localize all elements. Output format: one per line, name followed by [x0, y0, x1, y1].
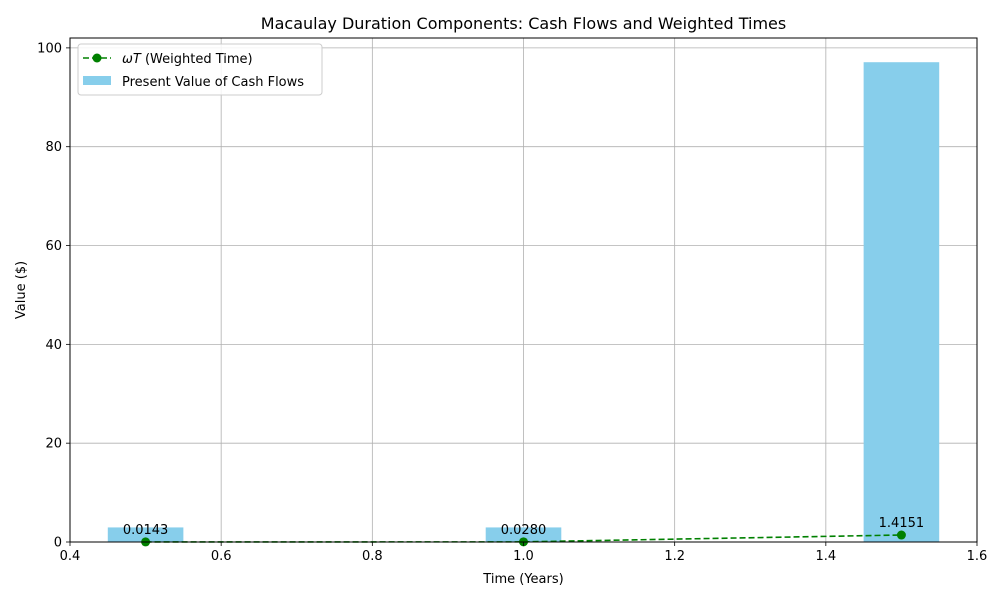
x-tick-label: 1.0	[513, 549, 534, 564]
weighted-time-value-label: 0.0143	[123, 523, 169, 538]
pv-bar	[485, 527, 562, 542]
x-axis-label: Time (Years)	[482, 572, 563, 587]
bars	[107, 62, 940, 543]
y-axis-label: Value ($)	[14, 261, 29, 319]
x-tick-label: 0.4	[60, 549, 81, 564]
weighted-time-point	[896, 530, 906, 540]
x-tick-label: 1.6	[967, 549, 988, 564]
y-tick-label: 0	[54, 536, 62, 551]
x-tick-label: 1.2	[664, 549, 685, 564]
y-tick-label: 20	[45, 437, 62, 452]
x-tick-label: 1.4	[815, 549, 836, 564]
pv-bar	[863, 62, 940, 543]
weighted-time-value-label: 1.4151	[879, 516, 925, 531]
x-tick-label: 0.6	[211, 549, 232, 564]
legend: ωT (Weighted Time) Present Value of Cash…	[77, 43, 323, 96]
legend-entry-weighted-time: ωT (Weighted Time)	[122, 52, 253, 67]
ticks: 0.4 0.6 0.8 1.0 1.2 1.4 1.6 0 20 40 60 80 100	[37, 41, 987, 564]
chart-title: Macaulay Duration Components: Cash Flows…	[261, 14, 786, 33]
legend-suffix: (Weighted Time)	[141, 52, 253, 67]
y-tick-label: 40	[45, 338, 62, 353]
x-tick-label: 0.8	[362, 549, 383, 564]
pv-bar	[107, 527, 184, 542]
legend-line-marker	[92, 53, 102, 63]
legend-bar-swatch	[83, 76, 111, 85]
legend-symbol: ωT	[122, 52, 142, 67]
legend-entry-present-value: Present Value of Cash Flows	[122, 75, 304, 90]
legend-box	[77, 43, 323, 96]
weighted-time-value-label: 0.0280	[501, 523, 547, 538]
y-tick-label: 80	[45, 140, 62, 155]
y-tick-label: 60	[45, 239, 62, 254]
data-labels: 0.0143 0.0280 1.4151	[123, 516, 924, 538]
y-tick-label: 100	[37, 41, 62, 56]
